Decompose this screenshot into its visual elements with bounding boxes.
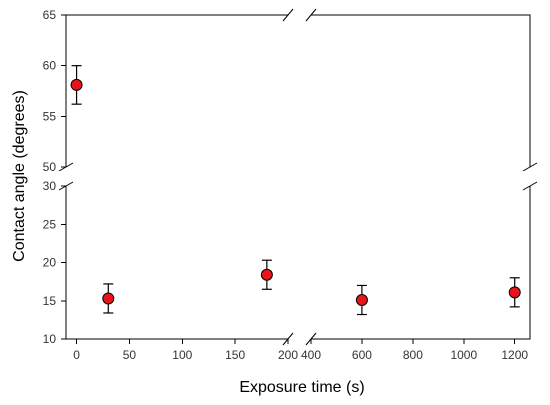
- x-tick-label: 0: [73, 348, 80, 362]
- x-tick-label: 600: [352, 348, 372, 362]
- tick-marks: [61, 14, 516, 344]
- y-tick-label: 30: [43, 179, 57, 193]
- y-tick-label: 15: [43, 294, 57, 308]
- x-break-gap: [288, 13, 311, 17]
- x-axis-label: Exposure time (s): [239, 379, 364, 396]
- y-break-mark: [522, 162, 538, 172]
- x-break-gap: [288, 337, 311, 341]
- x-tick-label: 150: [225, 348, 245, 362]
- data-point: [260, 268, 273, 281]
- tick-labels: 0 50 100 150 200 400 600 800 1000 1200 10 15 20 25 30 5…: [43, 8, 529, 362]
- y-break-mark: [522, 181, 538, 191]
- y-tick-label: 50: [43, 160, 57, 174]
- y-tick-label: 20: [43, 256, 57, 270]
- data-marks: [70, 65, 521, 316]
- y-break-gap: [64, 167, 68, 186]
- x-tick-label: 50: [123, 348, 137, 362]
- data-point: [355, 293, 368, 306]
- x-tick-label: 100: [172, 348, 192, 362]
- x-tick-label: 1200: [501, 348, 528, 362]
- y-tick-label: 55: [43, 109, 57, 123]
- y-tick-label: 10: [43, 332, 57, 346]
- x-tick-label: 400: [301, 348, 321, 362]
- chart-frame: [58, 8, 538, 346]
- data-point: [70, 78, 83, 91]
- y-axis-label: Contact angle (degrees): [11, 90, 28, 262]
- x-break-mark: [282, 8, 294, 22]
- y-tick-label: 25: [43, 217, 57, 231]
- y-tick-label: 60: [43, 59, 57, 73]
- data-point: [508, 286, 521, 299]
- y-break-gap: [528, 167, 532, 186]
- y-tick-label: 65: [43, 8, 57, 22]
- x-tick-label: 800: [403, 348, 423, 362]
- x-tick-label: 1000: [450, 348, 477, 362]
- x-tick-label: 200: [278, 348, 298, 362]
- plot-border: [65, 14, 531, 340]
- x-break-mark: [305, 8, 317, 22]
- data-point: [102, 292, 115, 305]
